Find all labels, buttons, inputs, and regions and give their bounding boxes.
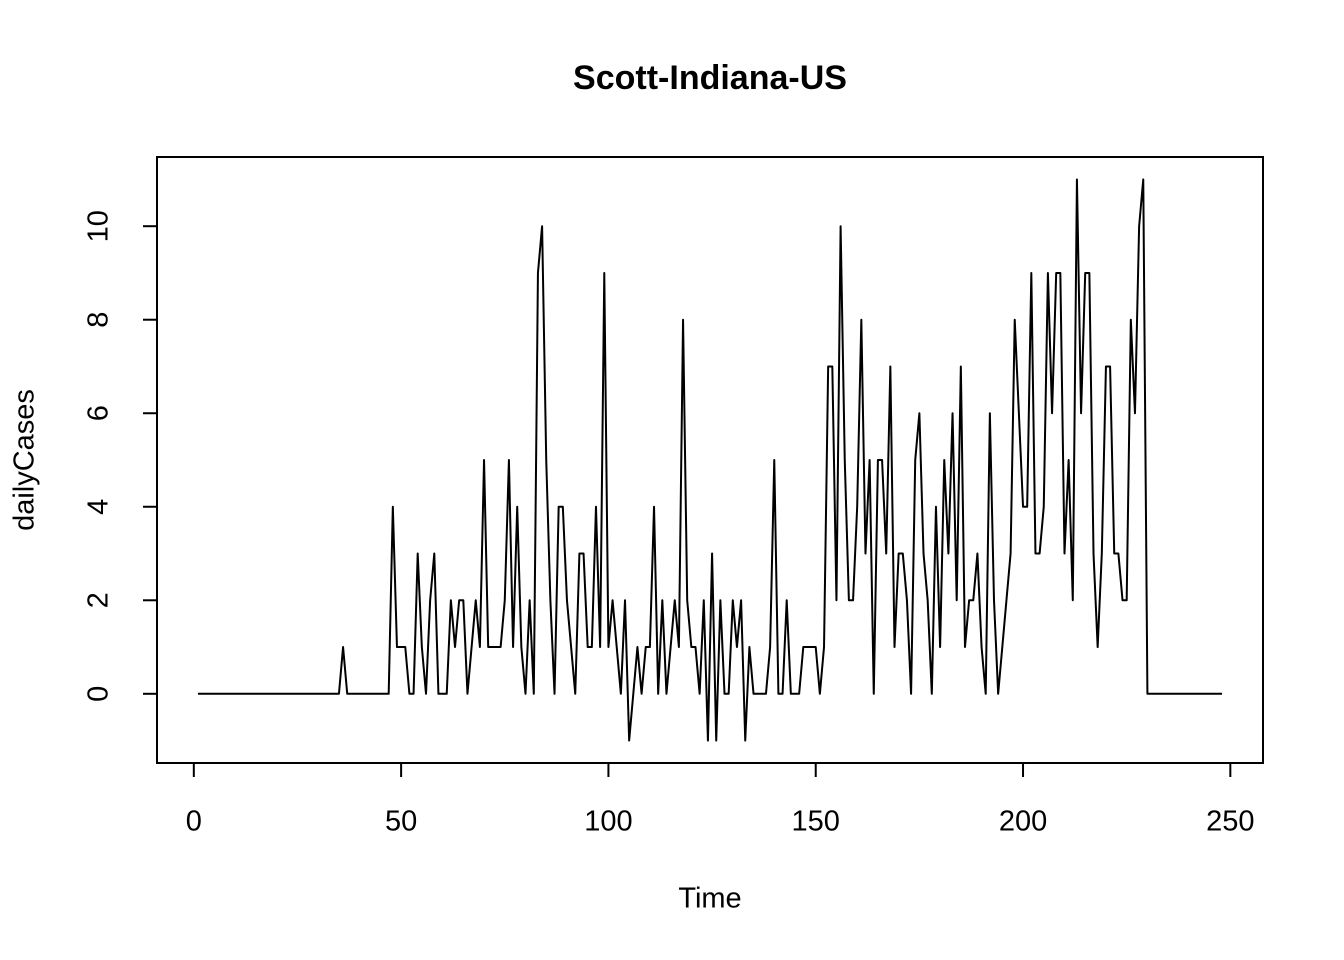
y-axis-label: dailyCases (9, 389, 41, 531)
series-line (197, 178, 1223, 742)
x-tick-label: 100 (584, 806, 632, 838)
y-tick-label: 10 (83, 210, 115, 242)
x-axis-label: Time (678, 883, 741, 915)
x-tick-label: 250 (1206, 806, 1254, 838)
x-tick-label: 0 (186, 806, 202, 838)
y-tick-label: 0 (83, 686, 115, 702)
x-tick-label: 50 (385, 806, 417, 838)
chart-title: Scott-Indiana-US (573, 59, 847, 97)
y-tick-label: 8 (83, 312, 115, 328)
y-tick-label: 6 (83, 405, 115, 421)
y-tick-label: 2 (83, 592, 115, 608)
x-tick-label: 150 (792, 806, 840, 838)
y-tick-label: 4 (83, 499, 115, 515)
x-tick-label: 200 (999, 806, 1047, 838)
